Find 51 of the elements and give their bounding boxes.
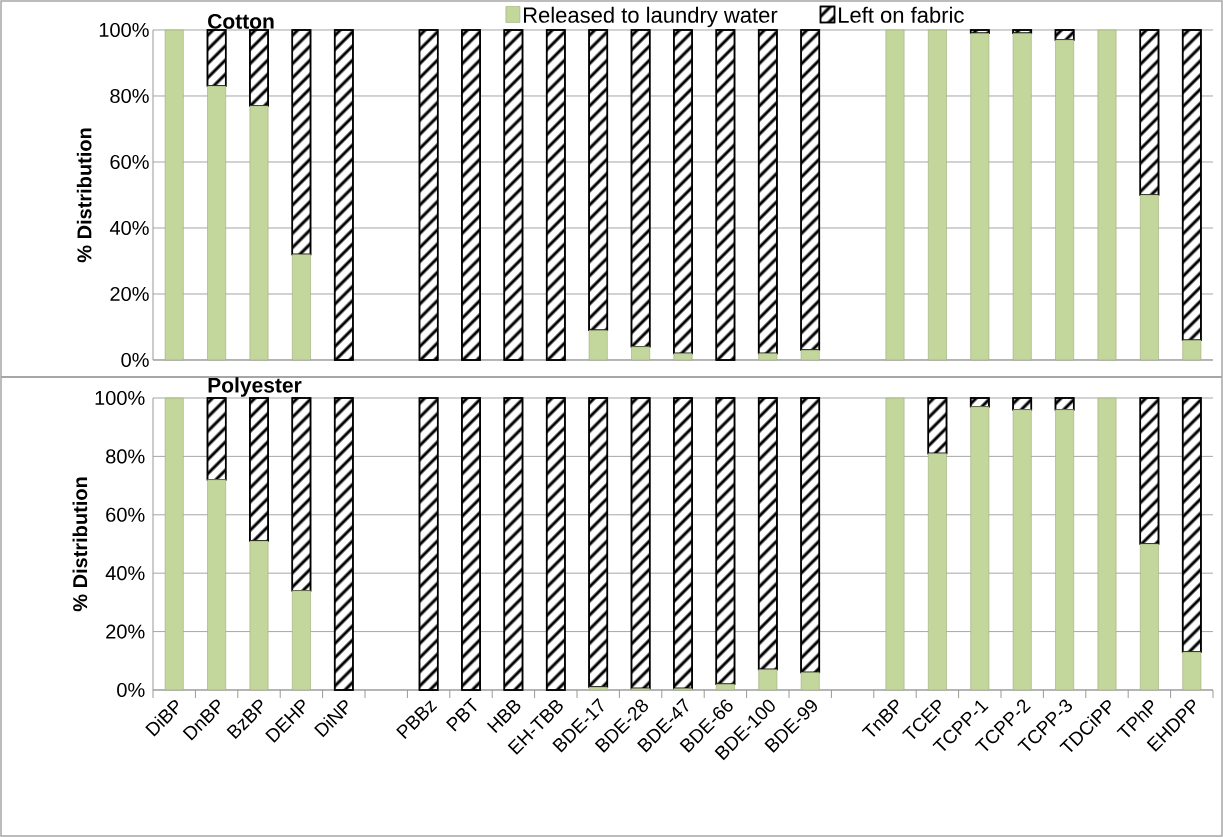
y-tick-label: 100% xyxy=(99,22,149,38)
bar xyxy=(715,683,735,691)
bar xyxy=(207,479,227,691)
bar xyxy=(164,397,184,691)
bar xyxy=(631,346,651,361)
bar xyxy=(291,254,311,361)
y-tick-label: 80% xyxy=(110,88,149,104)
bar xyxy=(1097,397,1117,691)
y-tick-label: 40% xyxy=(105,566,145,581)
y-tick-label: 20% xyxy=(106,624,145,639)
chart-title: Polyester xyxy=(208,377,302,397)
y-tick-label: 0% xyxy=(117,682,145,698)
y-tick-label: 60% xyxy=(106,507,145,522)
bar xyxy=(249,540,269,691)
bar xyxy=(927,453,947,691)
bar xyxy=(1182,651,1202,691)
bar xyxy=(291,590,311,691)
y-tick-label: 100% xyxy=(95,390,145,406)
bar xyxy=(1139,543,1159,691)
bar xyxy=(885,29,905,361)
bar xyxy=(758,353,778,361)
bar xyxy=(673,353,693,361)
bar xyxy=(970,32,990,361)
bar xyxy=(1097,29,1117,361)
bar xyxy=(758,669,778,691)
bar xyxy=(1139,194,1159,361)
y-tick-label: 0% xyxy=(121,352,149,368)
chart-title: Cotton xyxy=(208,13,274,29)
bar xyxy=(800,349,820,361)
bar xyxy=(800,672,820,691)
bar xyxy=(1012,409,1032,691)
bar xyxy=(1182,339,1202,361)
bar xyxy=(588,686,608,691)
bar xyxy=(588,329,608,361)
y-tick-label: 40% xyxy=(109,220,149,236)
bar xyxy=(1055,39,1075,361)
bar xyxy=(164,29,184,361)
y-tick-label: 20% xyxy=(110,286,149,302)
y-tick-label: 60% xyxy=(110,154,149,170)
bar xyxy=(207,85,227,361)
legend-label: Left on fabric xyxy=(839,6,964,23)
bar xyxy=(1012,32,1032,361)
y-axis-title: % Distribution xyxy=(72,477,88,612)
bar xyxy=(249,105,269,361)
bar xyxy=(885,397,905,691)
y-axis-title: % Distribution xyxy=(76,128,92,263)
y-tick-label: 80% xyxy=(106,449,145,464)
bar xyxy=(970,406,990,691)
bar xyxy=(1055,409,1075,691)
bar xyxy=(927,29,947,361)
legend-label: Released to laundry water xyxy=(523,6,778,28)
